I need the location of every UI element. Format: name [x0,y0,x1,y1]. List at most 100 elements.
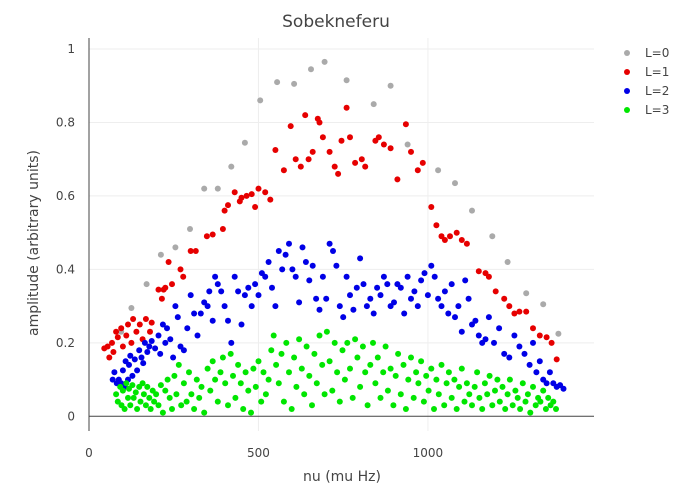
data-point [514,394,521,401]
data-point [130,316,137,322]
data-point [292,156,299,163]
data-point [255,292,262,299]
data-point [172,244,179,251]
data-point [401,310,408,317]
data-point [127,402,134,409]
data-point [492,387,498,394]
data-point [198,383,205,390]
data-point [306,372,313,379]
data-point [305,156,312,163]
data-point [252,281,259,288]
legend-item[interactable]: L=2 [624,84,669,98]
data-point [282,251,289,258]
data-point [131,356,138,363]
data-point [404,141,411,148]
data-point [319,361,326,368]
data-point [375,134,382,141]
legend-item[interactable]: L=3 [624,103,669,117]
data-point [109,376,116,383]
data-point [343,104,350,111]
data-point [435,391,442,398]
data-point [402,406,409,412]
data-point [275,380,282,387]
data-point [134,367,141,374]
data-point [463,240,470,247]
data-point [232,394,239,401]
data-point [118,325,125,332]
data-point [262,273,269,280]
data-point [309,402,315,409]
data-point [413,369,420,376]
data-point [326,240,333,247]
legend[interactable]: L=0 L=1 L=2 L=3 [624,46,669,117]
data-point [521,350,528,357]
data-point [191,406,198,412]
data-point [240,406,247,412]
data-point [245,284,252,291]
data-point [250,365,257,372]
data-point [523,290,530,297]
data-point [414,167,421,174]
data-point [293,383,300,390]
data-point [227,350,234,357]
data-point [291,354,298,361]
legend-label: L=0 [645,46,669,60]
data-point [377,292,384,299]
data-point [192,248,199,254]
data-point [522,398,529,405]
data-point [252,204,259,210]
y-tick-label: 0.2 [56,336,75,350]
legend-item[interactable]: L=0 [624,46,669,60]
data-point [113,391,120,398]
data-point [408,354,414,361]
data-point [441,288,448,295]
data-point [363,303,370,310]
data-point [225,202,231,209]
data-point [465,295,472,302]
data-point [217,369,224,376]
data-point [390,402,397,409]
data-point [451,376,458,383]
data-point [532,402,539,409]
series-l1 [101,104,560,363]
data-point [458,237,465,243]
data-point [159,409,166,416]
data-point [415,380,422,387]
data-point [106,354,113,361]
legend-item[interactable]: L=1 [624,65,669,79]
data-point [265,259,272,265]
data-point [357,383,364,390]
data-point [453,229,460,236]
data-point [169,281,175,288]
data-point [127,352,134,359]
data-point [132,389,139,396]
data-point [435,167,442,174]
data-point [152,345,159,352]
data-point [471,383,478,390]
x-tick-label: 0 [85,446,93,460]
data-point [159,321,166,328]
data-point [248,409,254,416]
data-point [235,361,242,368]
data-point [387,82,394,89]
data-point [109,339,115,346]
data-point [485,273,492,280]
data-point [486,372,493,379]
data-point [212,273,219,280]
data-point [469,402,475,409]
data-point [501,350,508,357]
data-point [455,303,462,310]
data-point [331,163,338,170]
data-point [453,406,460,412]
data-point [499,383,506,390]
data-point [128,339,135,346]
data-point [111,369,118,376]
data-point [139,380,146,387]
data-point [283,339,290,346]
data-point [326,148,333,155]
data-point [302,259,309,265]
data-point [358,156,365,163]
data-point [273,361,280,368]
data-point [134,406,141,412]
